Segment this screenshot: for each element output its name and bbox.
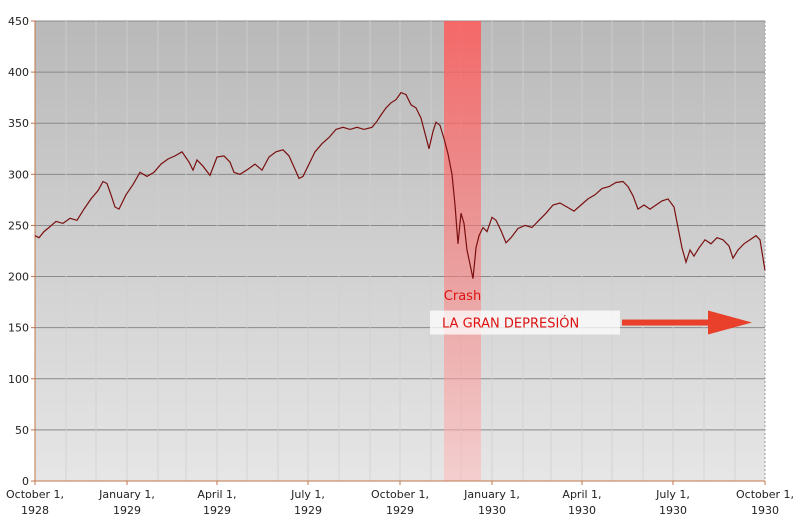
depression-label-box [430, 310, 620, 335]
y-tick-label: 350 [8, 117, 29, 130]
y-tick-label: 250 [8, 219, 29, 232]
crash-band [444, 21, 481, 481]
x-tick-label: 1929 [294, 504, 322, 517]
y-tick-label: 0 [22, 475, 29, 488]
x-tick-label: July 1, [290, 488, 325, 501]
gridlines [35, 20, 766, 482]
y-tick-label: 450 [8, 15, 29, 28]
depression-label: LA GRAN DEPRESIÓN [442, 316, 579, 332]
y-tick-label: 300 [8, 168, 29, 181]
x-tick-label: July 1, [655, 488, 690, 501]
x-tick-label: 1928 [21, 504, 49, 517]
y-tick-label: 100 [8, 373, 29, 386]
x-tick-label: 1930 [659, 504, 687, 517]
y-axis: 0 50 100 150 200 250 300 350 400 450 [8, 15, 36, 488]
x-tick-label: 1929 [386, 504, 414, 517]
crash-label: Crash [444, 289, 481, 304]
x-tick-label: 1929 [113, 504, 141, 517]
x-tick-label: 1929 [203, 504, 231, 517]
arrow-head [708, 310, 752, 335]
x-tick-label: October 1, [736, 488, 794, 501]
y-tick-label: 400 [8, 66, 29, 79]
depression-arrow [622, 310, 752, 335]
y-tick-label: 50 [15, 424, 29, 437]
x-tick-label: January 1, [463, 488, 520, 501]
series-line [34, 91, 766, 279]
arrow-shaft [622, 319, 710, 326]
x-tick-label: April 1, [562, 488, 601, 501]
x-axis: October 1, 1928 January 1, 1929 April 1, 1929… [6, 480, 794, 517]
x-tick-label: 1930 [568, 504, 596, 517]
y-tick-label: 200 [8, 271, 29, 284]
y-tick-label: 150 [8, 322, 29, 335]
x-tick-label: October 1, [371, 488, 429, 501]
x-tick-label: 1930 [751, 504, 779, 517]
x-tick-label: January 1, [98, 488, 155, 501]
x-tick-label: October 1, [6, 488, 64, 501]
x-tick-label: 1930 [478, 504, 506, 517]
x-tick-label: April 1, [197, 488, 236, 501]
